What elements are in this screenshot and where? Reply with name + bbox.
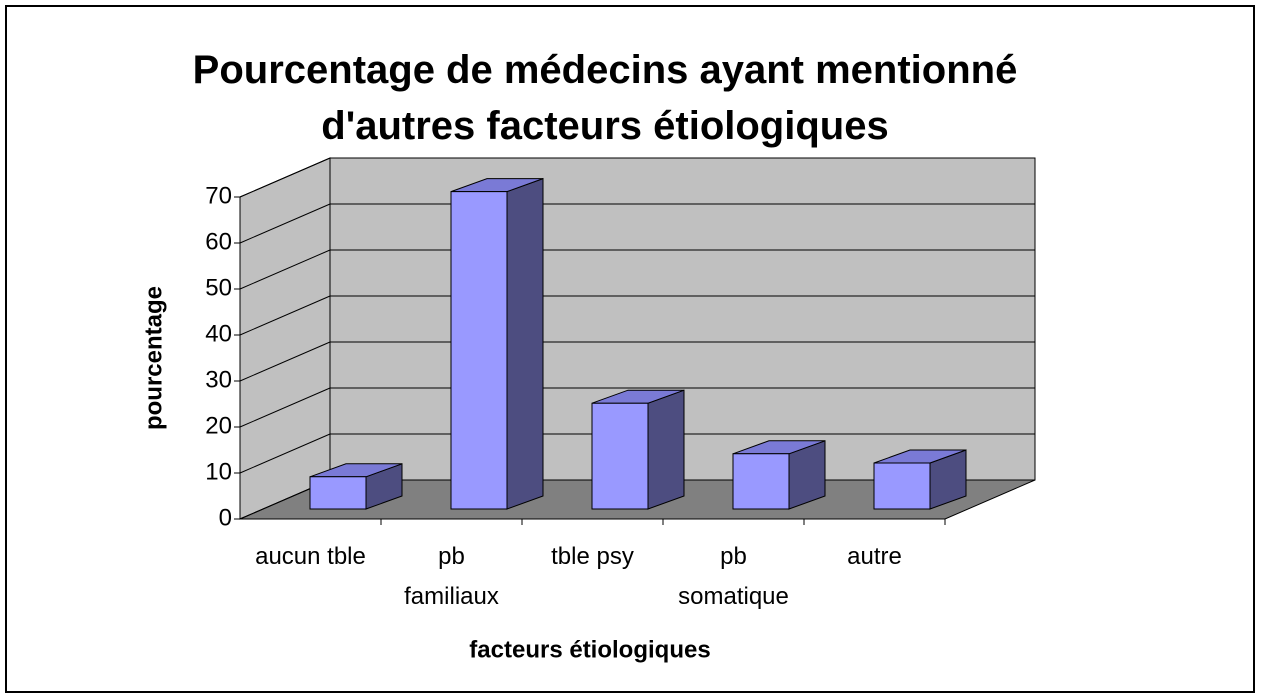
y-tick-label: 70	[205, 182, 232, 209]
bar-front	[873, 462, 931, 510]
x-tick-label: tble psy	[551, 543, 634, 570]
x-axis-label: facteurs étiologiques	[469, 636, 710, 663]
y-tick-label: 20	[205, 412, 232, 439]
y-tick-label: 50	[205, 274, 232, 301]
bar	[450, 177, 544, 510]
y-tick-label: 40	[205, 320, 232, 347]
side-wall	[239, 157, 331, 520]
x-tick-label: autre	[847, 543, 902, 570]
bar	[873, 449, 967, 510]
grid-line	[239, 203, 331, 244]
grid-line	[239, 341, 331, 382]
y-tick-label: 10	[205, 458, 232, 485]
bar-side	[506, 177, 544, 510]
grid-line	[239, 433, 331, 474]
x-tick-label: aucun tble	[255, 543, 366, 570]
x-tick-label: pb familiaux	[404, 543, 499, 610]
bar-front	[591, 402, 649, 510]
bar-side	[647, 389, 685, 510]
bar-front	[450, 191, 508, 510]
bar	[309, 463, 403, 510]
chart-title: Pourcentage de médecins ayant mentionné d…	[193, 48, 1018, 148]
grid-line	[239, 157, 331, 198]
y-axis-label: pourcentage	[140, 286, 167, 430]
y-tick-label: 60	[205, 228, 232, 255]
bar	[732, 440, 826, 510]
bar	[591, 389, 685, 510]
grid-line	[239, 249, 331, 290]
x-tick-label: pb somatique	[678, 543, 789, 610]
grid-line	[239, 387, 331, 428]
bar-front	[732, 453, 790, 510]
bar-front	[309, 476, 367, 510]
grid-line	[239, 295, 331, 336]
y-tick-label: 0	[219, 504, 232, 531]
y-tick-label: 30	[205, 366, 232, 393]
